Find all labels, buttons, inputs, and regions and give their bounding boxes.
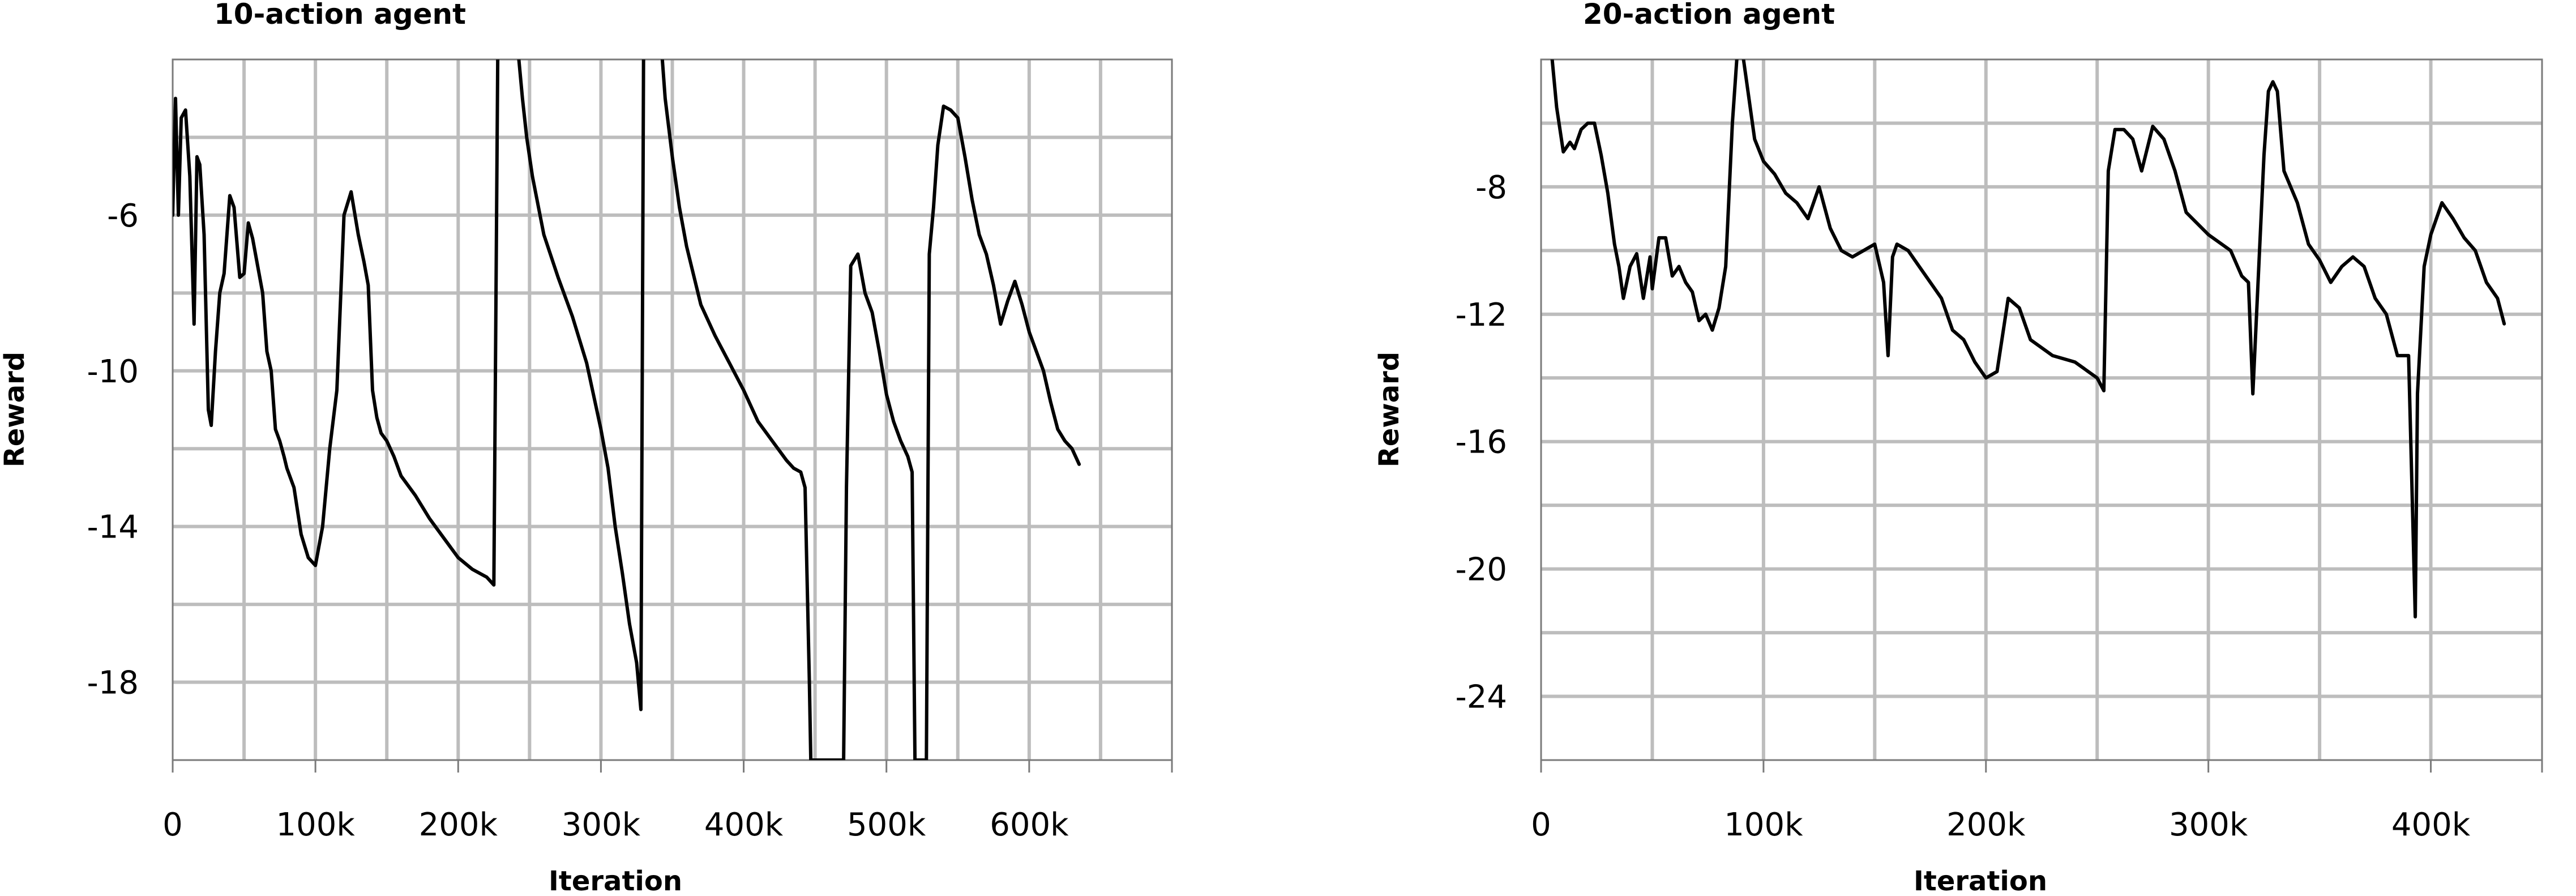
- x-tick-label: 100k: [276, 807, 355, 843]
- chart-title: 20-action agent: [1583, 0, 1835, 31]
- x-tick-label: 400k: [2391, 807, 2471, 843]
- x-axis-label: Iteration: [1914, 865, 2047, 896]
- y-tick-label: -18: [87, 665, 139, 702]
- x-axis-label: Iteration: [549, 865, 682, 896]
- y-tick-label: -14: [87, 509, 139, 546]
- chart-panel-20-action: 20-action agent 0 100k 200k 300k 400k -8 -12 -1…: [1373, 0, 2543, 896]
- x-tick-label: 600k: [990, 807, 1069, 843]
- x-tick-label: 200k: [1946, 807, 2026, 843]
- x-tick-label: 100k: [1724, 807, 1803, 843]
- x-tick-label: 0: [1531, 807, 1551, 843]
- x-tick-label: 500k: [847, 807, 926, 843]
- y-tick-label: -10: [87, 353, 139, 390]
- x-tick-label: 400k: [704, 807, 784, 843]
- y-tick-label: -12: [1456, 297, 1507, 334]
- y-tick-label: -16: [1456, 424, 1507, 461]
- x-tick-label: 300k: [562, 807, 641, 843]
- x-tick-label: 0: [162, 807, 183, 843]
- reward-series-line: [173, 59, 1081, 760]
- y-tick-label: -20: [1456, 552, 1507, 588]
- chart-title: 10-action agent: [214, 0, 466, 31]
- y-tick-label: -6: [107, 198, 139, 234]
- x-tick-label: 300k: [2169, 807, 2248, 843]
- plot-frame: [172, 58, 1173, 761]
- y-tick-label: -24: [1456, 679, 1507, 716]
- x-tick-label: 200k: [419, 807, 498, 843]
- y-tick-label: -8: [1475, 169, 1507, 206]
- reward-series-line: [1550, 59, 2506, 618]
- y-axis-label: Reward: [0, 352, 31, 467]
- y-axis-label: Reward: [1373, 352, 1405, 467]
- plot-frame: [1540, 58, 2543, 761]
- chart-panel-10-action: 10-action agent 0 100k 200k 300k 400k 500k 600…: [0, 0, 1173, 896]
